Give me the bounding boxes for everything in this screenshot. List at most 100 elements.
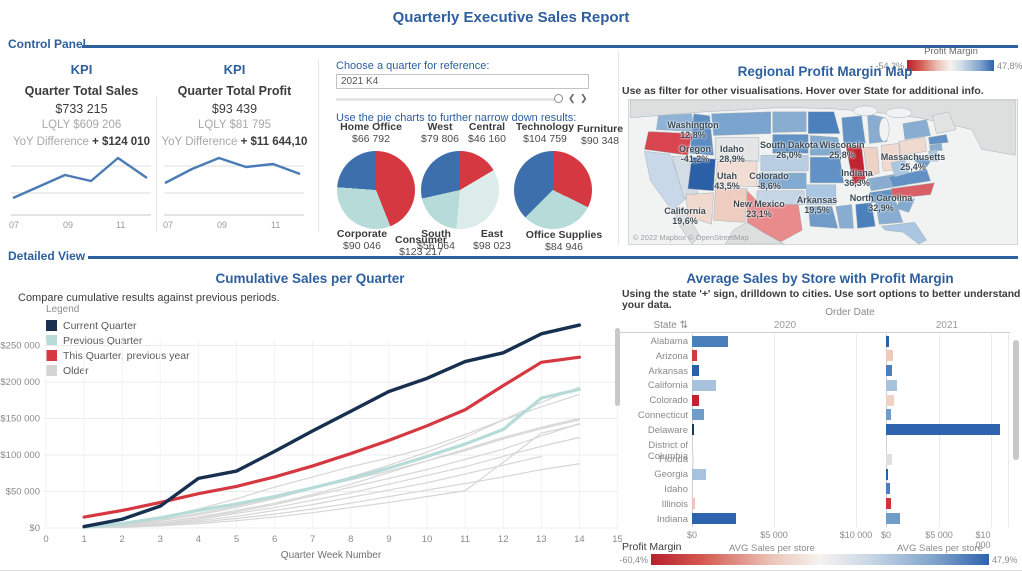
us-choropleth-map[interactable]: Washington 12,8% Oregon -41,2% Idaho 28,9% Sou… — [628, 99, 1018, 245]
state-virginia[interactable] — [888, 168, 931, 188]
avg-sales-bar[interactable] — [886, 468, 889, 480]
state-arkansas[interactable] — [805, 184, 837, 205]
avg-sales-bar[interactable] — [692, 424, 695, 436]
state-new-england[interactable] — [932, 111, 957, 134]
state-row-label[interactable]: Florida — [658, 454, 688, 466]
pie-region[interactable] — [421, 151, 499, 229]
scrollbar-thumb[interactable] — [1013, 340, 1019, 460]
state-row-label[interactable]: Delaware — [647, 424, 688, 436]
avg-sales-bar[interactable] — [692, 498, 696, 510]
state-south-carolina[interactable] — [896, 198, 915, 213]
scrollbar-thumb[interactable] — [615, 328, 620, 406]
state-row-label[interactable]: Connecticut — [637, 409, 688, 421]
quarter-select[interactable]: 2021 K4 — [336, 74, 589, 89]
state-indiana[interactable] — [863, 147, 880, 178]
state-sort-header[interactable]: State ⇅ — [653, 320, 688, 331]
state-row-label[interactable]: Indiana — [656, 513, 688, 525]
x-axis-label-2021: AVG Sales per store — [897, 543, 983, 554]
state-north-carolina[interactable] — [890, 182, 935, 199]
avg-sales-bar[interactable] — [692, 350, 697, 362]
map-state-label: Colorado -8,6% — [749, 171, 789, 191]
state-wisconsin[interactable] — [841, 115, 866, 144]
state-massachusetts[interactable] — [928, 134, 949, 145]
state-alabama[interactable] — [855, 202, 876, 229]
year-header-2021[interactable]: 2021 — [935, 320, 959, 331]
state-georgia[interactable] — [875, 198, 904, 225]
state-mississippi[interactable] — [835, 204, 854, 229]
avg-sales-bar[interactable] — [886, 365, 892, 377]
state-colorado[interactable] — [715, 160, 758, 188]
slider-next-button[interactable]: ❯ — [580, 93, 588, 103]
state-new-mexico[interactable] — [713, 188, 748, 223]
state-new-york[interactable] — [902, 119, 931, 140]
profit-margin-gradient — [651, 554, 989, 565]
state-row-label[interactable]: California — [647, 380, 688, 392]
state-utah[interactable] — [687, 156, 716, 191]
avg-sales-bar[interactable] — [692, 453, 695, 465]
state-missouri[interactable] — [809, 156, 844, 184]
legend-item[interactable]: Current Quarter — [46, 318, 190, 333]
state-new-jersey[interactable] — [928, 149, 939, 162]
avg-sales-bar[interactable] — [692, 335, 729, 347]
sales-sparkline[interactable] — [11, 154, 151, 217]
state-row-label[interactable]: Arizona — [655, 350, 688, 362]
state-minnesota[interactable] — [807, 111, 841, 134]
state-south-dakota[interactable] — [772, 134, 809, 154]
state-louisiana[interactable] — [807, 206, 839, 229]
quarter-slider[interactable]: ❮ ❯ — [336, 93, 589, 105]
profit-sparkline[interactable] — [164, 154, 304, 217]
avg-sales-bar[interactable] — [692, 513, 737, 525]
sparkline-tick: 11 — [116, 220, 126, 230]
avg-sales-bar[interactable] — [886, 350, 893, 362]
state-row-label[interactable]: Georgia — [654, 469, 688, 481]
state-illinois[interactable] — [845, 145, 866, 186]
avg-sales-bar[interactable] — [886, 394, 894, 406]
legend-item[interactable]: Older — [46, 363, 190, 378]
slider-knob[interactable] — [554, 94, 563, 103]
kpi-header: KPI — [70, 62, 93, 77]
pie-slice-label: Central $46 160 — [468, 121, 506, 145]
state-pennsylvania[interactable] — [898, 137, 927, 156]
avg-sales-bar[interactable] — [886, 424, 1000, 436]
state-iowa[interactable] — [809, 135, 842, 156]
pie-segment[interactable] — [337, 151, 415, 229]
avg-sales-bar[interactable] — [692, 394, 699, 406]
avg-sales-bar[interactable] — [886, 513, 900, 525]
avg-sales-bar[interactable] — [886, 335, 889, 347]
avg-sales-bar[interactable] — [886, 453, 892, 465]
legend-item[interactable]: This Quarter, previous year — [46, 348, 190, 363]
year-header-2020[interactable]: 2020 — [773, 320, 797, 331]
state-row-label[interactable]: Colorado — [649, 395, 688, 407]
state-california[interactable] — [644, 151, 687, 211]
state-row-label[interactable]: Illinois — [661, 498, 688, 510]
slider-track[interactable] — [336, 98, 558, 101]
state-montana[interactable] — [711, 111, 771, 136]
pie-category[interactable] — [514, 151, 592, 229]
avg-sales-bar[interactable] — [886, 498, 891, 510]
bar-axis-tick: $5 000 — [925, 530, 953, 540]
cumulative-line-chart[interactable]: 0 1 2 3 4 5 6 7 8 9 10 11 12 13 14 15$0$50 000$100 000$… — [0, 300, 622, 568]
avg-sales-bar[interactable] — [692, 379, 716, 391]
avg-sales-bar[interactable] — [692, 409, 705, 421]
state-texas[interactable] — [746, 190, 803, 243]
state-row-label[interactable]: Idaho — [664, 483, 688, 495]
state-row-label[interactable]: District of Columbia — [647, 439, 688, 462]
state-row-label[interactable]: Arkansas — [648, 365, 688, 377]
state-connecticut[interactable] — [929, 143, 943, 152]
state-idaho[interactable] — [689, 113, 714, 156]
avg-sales-bar[interactable] — [692, 365, 700, 377]
avg-sales-bar[interactable] — [886, 483, 891, 495]
state-row-label[interactable]: Alabama — [650, 336, 689, 347]
avg-sales-bar[interactable] — [692, 468, 706, 480]
state-arizona[interactable] — [685, 192, 714, 225]
state-oregon[interactable] — [644, 131, 693, 156]
state-maryland[interactable] — [914, 154, 931, 168]
slider-prev-button[interactable]: ❮ — [568, 93, 576, 103]
state-north-dakota[interactable] — [772, 111, 807, 133]
state-nebraska[interactable] — [760, 154, 809, 172]
state-west-virginia[interactable] — [890, 158, 910, 178]
state-wyoming[interactable] — [715, 137, 760, 162]
us-map-svg — [630, 99, 1016, 245]
avg-sales-bar[interactable] — [886, 379, 898, 391]
avg-sales-bar[interactable] — [886, 409, 892, 421]
